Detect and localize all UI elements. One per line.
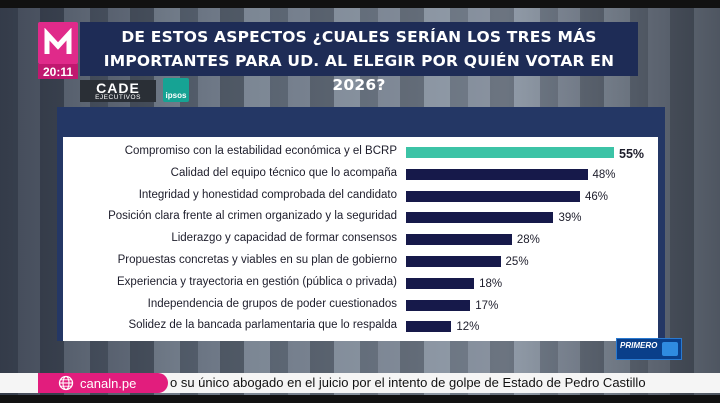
bar (406, 277, 475, 289)
cade-logo-main: CADE (96, 80, 140, 96)
bar (406, 147, 614, 158)
category-label: Independencia de grupos de poder cuestio… (147, 297, 397, 310)
value-label: 55% (619, 147, 645, 161)
bar (406, 299, 471, 311)
value-label: 48% (592, 168, 616, 181)
channel-logo-icon (38, 22, 78, 64)
program-logo: PRIMERO (616, 338, 682, 360)
bar (406, 190, 580, 202)
channel-url: canaln.pe (80, 375, 137, 391)
bar (406, 321, 452, 333)
title-line-1: DE ESTOS ASPECTOS ¿CUALES SERÍAN LOS TRE… (121, 28, 597, 46)
category-label: Solidez de la bancada parlamentaria que … (128, 319, 397, 332)
value-label: 17% (475, 299, 499, 312)
letterbox-top (0, 0, 720, 8)
value-label: 12% (456, 321, 480, 334)
bar (406, 168, 588, 180)
bar (406, 212, 554, 224)
clock: 20:11 (38, 64, 78, 79)
category-label: Liderazgo y capacidad de formar consenso… (171, 232, 397, 245)
program-logo-text: PRIMERO (620, 341, 658, 350)
question-title: DE ESTOS ASPECTOS ¿CUALES SERÍAN LOS TRE… (80, 22, 638, 94)
ipsos-logo: ipsos (163, 78, 189, 102)
category-label: Propuestas concretas y viables en su pla… (117, 254, 397, 266)
value-label: 28% (516, 234, 540, 247)
channel-url-badge: canaln.pe (38, 373, 168, 393)
letterbox-bottom (0, 395, 720, 403)
value-label: 25% (505, 256, 529, 268)
bar (406, 234, 512, 246)
globe-icon (58, 375, 74, 391)
cade-logo: CADE EJECUTIVOS (80, 80, 156, 102)
category-label: Experiencia y trayectoria en gestión (pú… (117, 275, 397, 288)
title-line-2: IMPORTANTES PARA UD. AL ELEGIR POR QUIÉN… (103, 52, 615, 94)
program-badge-icon (662, 342, 678, 356)
value-label: 18% (479, 277, 503, 290)
value-label: 46% (584, 190, 608, 203)
value-label: 39% (558, 212, 582, 225)
bar (406, 256, 501, 267)
category-label: Integridad y honestidad comprobada del c… (138, 188, 397, 201)
bar-chart: Compromiso con la estabilidad económica … (63, 137, 658, 341)
news-ticker: o su único abogado en el juicio por el i… (0, 373, 720, 393)
category-label: Compromiso con la estabilidad económica … (124, 145, 397, 157)
ticker-text: o su único abogado en el juicio por el i… (170, 375, 646, 390)
cade-logo-sub: EJECUTIVOS (95, 94, 141, 101)
category-label: Calidad del equipo técnico que lo acompa… (170, 166, 397, 179)
category-label: Posición clara frente al crimen organiza… (108, 210, 397, 223)
